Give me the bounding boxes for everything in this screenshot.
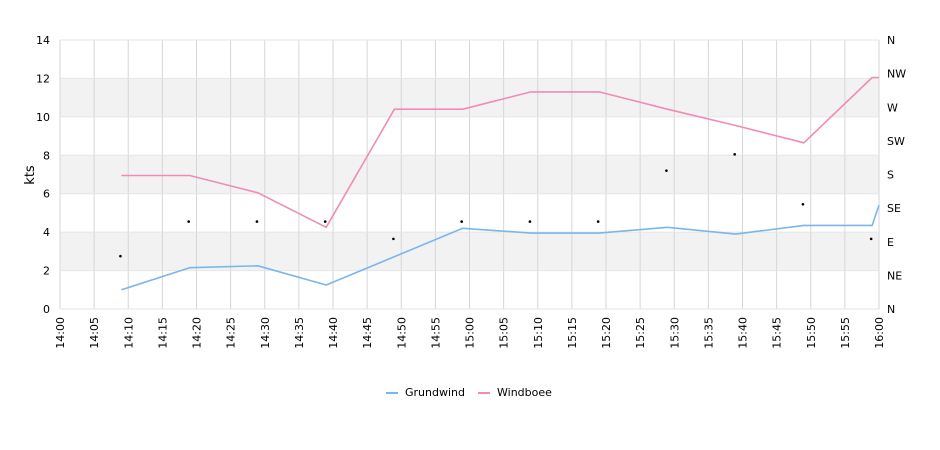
y-tick-label: 8 — [43, 149, 50, 162]
right-axis-tick-label: W — [887, 101, 898, 114]
direction-point — [392, 237, 395, 241]
right-axis-tick-label: S — [887, 169, 894, 182]
x-tick-label: 15:10 — [532, 317, 545, 349]
x-tick-label: 15:20 — [600, 317, 613, 349]
direction-point — [528, 220, 532, 223]
series-layer — [121, 76, 880, 291]
horizontal-gridlines — [60, 39, 879, 310]
direction-point — [801, 202, 805, 206]
x-tick-label: 14:40 — [327, 317, 340, 349]
right-axis-tick-label: N — [887, 303, 895, 316]
right-axis-tick-label: NW — [887, 68, 906, 81]
y-tick-label: 12 — [36, 72, 50, 85]
right-axis-tick-label: NE — [887, 269, 902, 282]
x-tick-label: 15:45 — [771, 317, 784, 349]
legend-label: Grundwind — [405, 386, 465, 399]
x-tick-label: 14:35 — [293, 317, 306, 349]
direction-point — [460, 220, 463, 223]
y-axis-title: kts — [23, 165, 38, 185]
x-tick-label: 15:00 — [464, 317, 477, 349]
x-axis-ticks: 14:00 14:05 14:10 14:15 14:20 14:25 14:30 14:35… — [54, 317, 886, 349]
x-tick-label: 15:55 — [839, 317, 852, 349]
x-tick-label: 16:00 — [873, 317, 886, 349]
direction-point — [733, 153, 736, 156]
legend-label: Windboee — [497, 386, 552, 399]
y-tick-label: 2 — [43, 265, 50, 278]
x-tick-label: 14:15 — [156, 317, 169, 349]
legend[interactable]: Grundwind Windboee — [386, 386, 552, 399]
x-tick-label: 14:30 — [259, 317, 272, 349]
legend-item-windboee[interactable]: Windboee — [478, 386, 552, 399]
x-tick-label: 15:40 — [737, 317, 750, 349]
x-tick-label: 15:30 — [668, 317, 681, 349]
x-tick-label: 14:45 — [361, 317, 374, 349]
direction-point — [119, 254, 122, 258]
right-axis-tick-label: SE — [887, 202, 901, 215]
direction-points — [119, 153, 873, 258]
x-tick-label: 14:10 — [122, 317, 135, 349]
y-tick-label: 14 — [36, 34, 50, 47]
right-axis-tick-label: E — [887, 236, 894, 249]
x-tick-label: 14:25 — [225, 317, 238, 349]
x-tick-label: 15:15 — [566, 317, 579, 349]
direction-point — [187, 220, 190, 223]
right-axis-ticks: N NE E SE S SW W NW N — [887, 34, 906, 316]
x-tick-label: 14:50 — [395, 317, 408, 349]
y-axis-ticks: 0 2 4 6 8 10 12 14 — [36, 34, 50, 316]
x-tick-label: 14:05 — [88, 317, 101, 349]
x-tick-label: 15:05 — [498, 317, 511, 349]
y-tick-label: 0 — [43, 303, 50, 316]
x-tick-label: 15:50 — [805, 317, 818, 349]
x-tick-label: 15:25 — [634, 317, 647, 349]
legend-item-grundwind[interactable]: Grundwind — [386, 386, 465, 399]
direction-point — [869, 237, 873, 241]
y-tick-label: 10 — [36, 111, 50, 124]
vertical-gridlines — [59, 40, 880, 309]
y-tick-label: 4 — [43, 226, 50, 239]
x-tick-label: 15:35 — [702, 317, 715, 349]
direction-point — [596, 220, 600, 223]
x-tick-label: 14:55 — [429, 317, 442, 349]
right-axis-tick-label: N — [887, 34, 895, 47]
y-tick-label: 6 — [43, 188, 50, 201]
right-axis-tick-label: SW — [887, 135, 905, 148]
direction-point — [665, 169, 668, 172]
direction-point — [323, 220, 327, 223]
series-line-windboee — [121, 76, 879, 229]
x-tick-label: 14:00 — [54, 317, 67, 349]
direction-point — [255, 220, 259, 223]
series-line-grundwind — [121, 204, 880, 291]
x-tick-label: 14:20 — [191, 317, 204, 349]
